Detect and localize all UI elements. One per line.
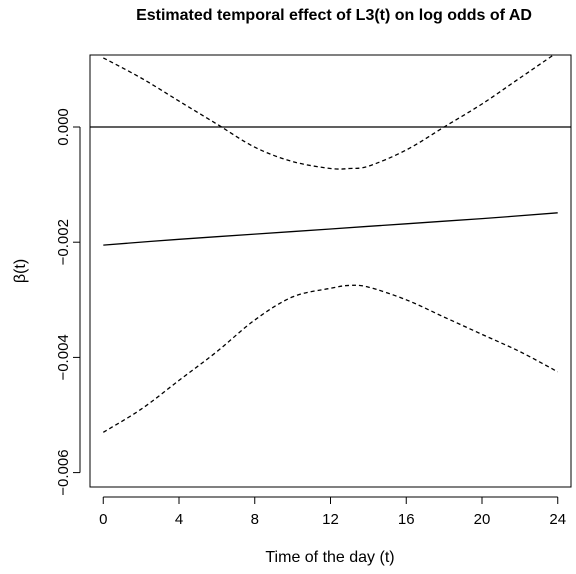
y-axis-label: β(t)	[12, 259, 29, 283]
y-tick-label: 0.000	[55, 108, 72, 146]
x-tick-label: 20	[474, 511, 491, 528]
lower-band-line	[102, 284, 559, 433]
x-tick-label: 12	[322, 511, 339, 528]
chart-title: Estimated temporal effect of L3(t) on lo…	[136, 7, 532, 24]
x-tick-label: 4	[175, 511, 183, 528]
series-layer	[90, 55, 571, 433]
estimate-line	[103, 212, 558, 246]
x-tick-label: 16	[398, 511, 415, 528]
y-tick-label: −0.006	[55, 449, 72, 495]
x-tick-label: 24	[549, 511, 566, 528]
axis-layer: 0 4 8 12 16 20 24 −0.006 −0.004 −0.002 0.000	[55, 108, 566, 528]
y-tick-label: −0.002	[55, 219, 72, 265]
y-tick-label: −0.004	[55, 334, 72, 380]
plot-frame	[89, 54, 572, 488]
x-tick-label: 0	[99, 511, 107, 528]
x-tick-label: 8	[251, 511, 259, 528]
upper-band-line	[102, 55, 555, 170]
x-axis-label: Time of the day (t)	[265, 549, 394, 566]
